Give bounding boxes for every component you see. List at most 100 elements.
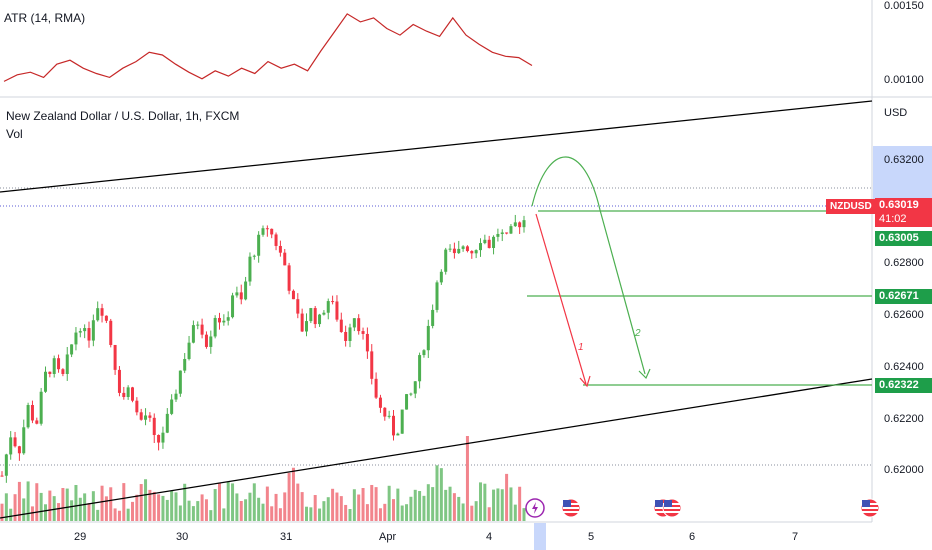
projection-drawings [531,156,651,388]
volume-bar [461,503,465,521]
lower-trend-line[interactable] [0,378,873,519]
atr-tick-label: 0.00100 [884,74,924,86]
volume-bar [444,489,448,521]
price-tick-label: 0.62200 [884,413,924,425]
candle-body [283,252,287,266]
volume-bar [470,505,474,521]
volume-bar [57,503,61,521]
volume-bar [187,500,191,521]
candle-body [161,432,165,443]
price-tick-label: 0.63200 [884,154,924,166]
volume-bar [209,510,213,521]
volume-bar [300,492,304,521]
us-flag-event-icon[interactable] [561,498,581,518]
price-scale-projection-highlight [873,146,932,204]
projection-arc-2[interactable] [531,156,646,375]
lightning-bolt-icon[interactable] [525,498,545,518]
volume-bar [74,484,78,521]
candle-body [65,354,69,374]
volume-bar [418,491,422,521]
volume-bar [339,496,343,521]
volume-bar [378,508,382,521]
candle-body [357,318,361,332]
candle-body [0,475,4,477]
volume-bar [492,489,496,521]
volume-bar [144,479,148,521]
candle-body [52,358,56,374]
arrow-labels: 1 2 [578,328,641,353]
candle-body [187,342,191,359]
symbol-tag[interactable]: NZDUSD [826,199,876,214]
level-tag-2: 0.62671 [875,289,932,304]
volume-bar [196,501,200,521]
candle-body [444,249,448,272]
candle-body [365,333,369,352]
candle-body [209,336,213,347]
atr-indicator-title[interactable]: ATR (14, RMA) [4,11,86,25]
candle-body [104,315,108,321]
volume-bar [500,489,504,521]
volume-bar [122,483,126,521]
candle-body [509,226,513,234]
candle-body [348,327,352,341]
candle-body [244,281,248,300]
time-label: 30 [176,531,188,543]
volume-bar [405,504,409,521]
candle-body [361,331,365,334]
candle-body [96,308,100,321]
candle-body [235,292,239,296]
volume-bar [326,497,330,521]
candle-body [222,320,226,323]
volume-bar [270,506,274,521]
candle-body [313,308,317,325]
arrow-1-label: 1 [578,342,584,353]
volume-bar [239,500,243,521]
volume-bar [505,473,509,521]
volume-bar [91,491,95,521]
volume-bar [348,508,352,521]
candle-body [331,301,335,303]
us-flag-event-icon[interactable] [662,498,682,518]
time-axis [0,521,872,550]
volume-bar [244,499,248,521]
volume-bar [370,484,374,521]
time-axis-labels: 29 30 31 Apr 4 5 6 7 [74,531,798,543]
last-price-tag: 0.63019 [875,198,932,213]
volume-bar [65,488,69,521]
chart-title[interactable]: New Zealand Dollar / U.S. Dollar, 1h, FX… [6,109,240,123]
volume-bar [265,486,269,521]
projection-arrow-1[interactable] [535,213,587,385]
candle-body [48,371,52,374]
candle-body [374,378,378,398]
volume-bar [322,501,326,521]
volume-bar [178,505,182,521]
volume-bar [48,490,52,521]
volume-bar [96,509,100,521]
candle-body [505,232,509,234]
candle-body [74,332,78,345]
candle-body [139,412,143,420]
candle-body [44,371,47,392]
candle-body [165,413,169,433]
volume-bar [148,489,152,521]
candle-body [479,243,482,251]
candle-body [135,400,139,413]
candle-body [170,399,174,414]
time-label: 7 [792,531,798,543]
candle-body [322,312,326,315]
volume-bar [278,508,282,521]
candle-body [409,393,413,395]
volume-bar [352,489,356,521]
candle-body [231,295,235,318]
us-flag-event-icon[interactable] [860,498,880,518]
candle-body [61,369,65,374]
price-tick-label: 0.62600 [884,309,924,321]
volume-bar [30,506,34,521]
volume-bar [518,486,522,521]
volume-bar [226,482,230,521]
upper-trend-line[interactable] [0,100,873,193]
volume-bar [487,507,491,521]
candle-body [448,248,452,250]
volume-indicator-label[interactable]: Vol [6,127,23,141]
